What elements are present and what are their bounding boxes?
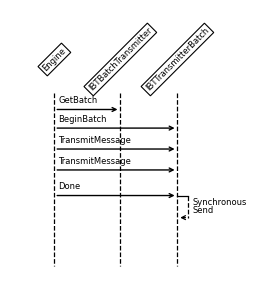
Text: IBTTransmitterBatch: IBTTransmitterBatch — [144, 26, 211, 93]
Text: TransmitMessage: TransmitMessage — [58, 157, 131, 166]
Text: Done: Done — [58, 182, 81, 191]
Text: TransmitMessage: TransmitMessage — [58, 136, 131, 145]
Text: BeginBatch: BeginBatch — [58, 115, 107, 124]
Text: Send: Send — [192, 206, 213, 215]
Text: GetBatch: GetBatch — [58, 96, 98, 105]
Text: IBTBatchTransmitter: IBTBatchTransmitter — [87, 26, 154, 93]
Text: Synchronous: Synchronous — [192, 198, 247, 207]
Text: Engine: Engine — [41, 46, 68, 73]
